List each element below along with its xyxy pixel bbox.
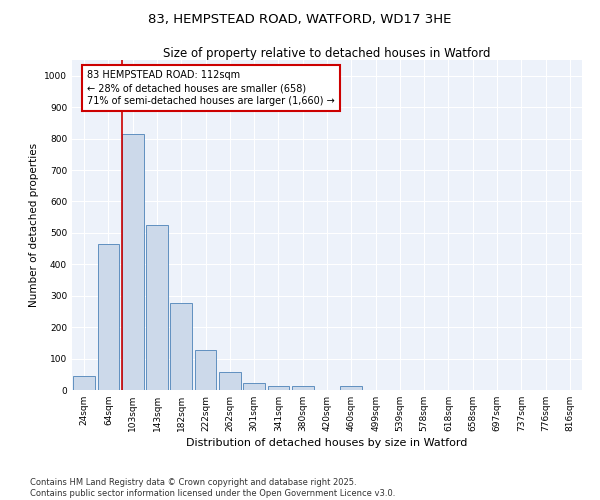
Bar	[243, 383, 265, 390]
Bar	[292, 386, 314, 390]
Bar	[97, 244, 119, 390]
Bar	[73, 376, 95, 390]
X-axis label: Distribution of detached houses by size in Watford: Distribution of detached houses by size …	[187, 438, 467, 448]
Bar	[219, 372, 241, 390]
Text: 83, HEMPSTEAD ROAD, WATFORD, WD17 3HE: 83, HEMPSTEAD ROAD, WATFORD, WD17 3HE	[148, 12, 452, 26]
Text: 83 HEMPSTEAD ROAD: 112sqm
← 28% of detached houses are smaller (658)
71% of semi: 83 HEMPSTEAD ROAD: 112sqm ← 28% of detac…	[88, 70, 335, 106]
Bar	[146, 225, 168, 390]
Title: Size of property relative to detached houses in Watford: Size of property relative to detached ho…	[163, 47, 491, 60]
Bar	[268, 386, 289, 390]
Y-axis label: Number of detached properties: Number of detached properties	[29, 143, 38, 307]
Bar	[170, 302, 192, 390]
Bar	[122, 134, 143, 390]
Text: Contains HM Land Registry data © Crown copyright and database right 2025.
Contai: Contains HM Land Registry data © Crown c…	[30, 478, 395, 498]
Bar	[194, 350, 217, 390]
Bar	[340, 386, 362, 390]
